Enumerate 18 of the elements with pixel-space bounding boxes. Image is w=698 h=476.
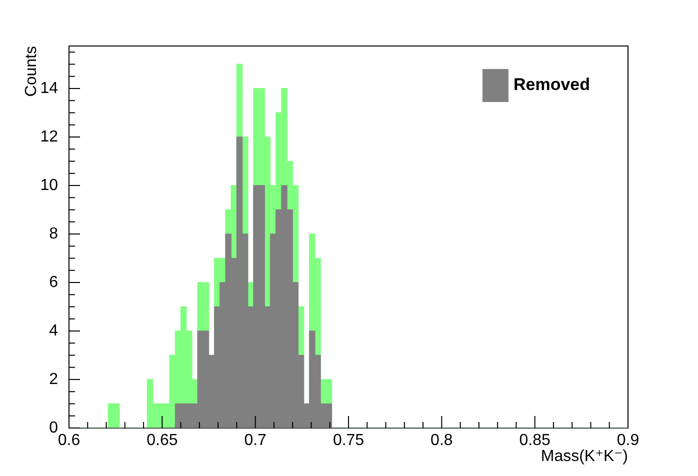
y-tick-label: 4 [49, 322, 58, 340]
y-axis-title: Counts [23, 46, 40, 97]
x-tick-label: 0.8 [430, 432, 453, 450]
y-tick-label: 0 [49, 419, 58, 436]
y-tick-label: 10 [40, 176, 58, 194]
x-tick-label: 0.9 [616, 432, 640, 450]
y-tick-label: 8 [49, 225, 58, 242]
x-tick-label: 0.6 [58, 432, 80, 450]
x-tick-label: 0.7 [244, 432, 267, 450]
x-axis-title: Mass(K⁺K⁻) [540, 448, 628, 465]
y-tick-label: 6 [49, 274, 58, 291]
y-tick-label: 12 [40, 128, 58, 146]
x-tick-label: 0.85 [519, 432, 551, 450]
x-tick-label: 0.75 [332, 432, 364, 450]
x-tick-label: 0.65 [146, 432, 178, 450]
y-tick-label: 14 [40, 80, 58, 97]
legend-label: Removed [513, 75, 590, 94]
y-tick-label: 2 [49, 370, 58, 388]
